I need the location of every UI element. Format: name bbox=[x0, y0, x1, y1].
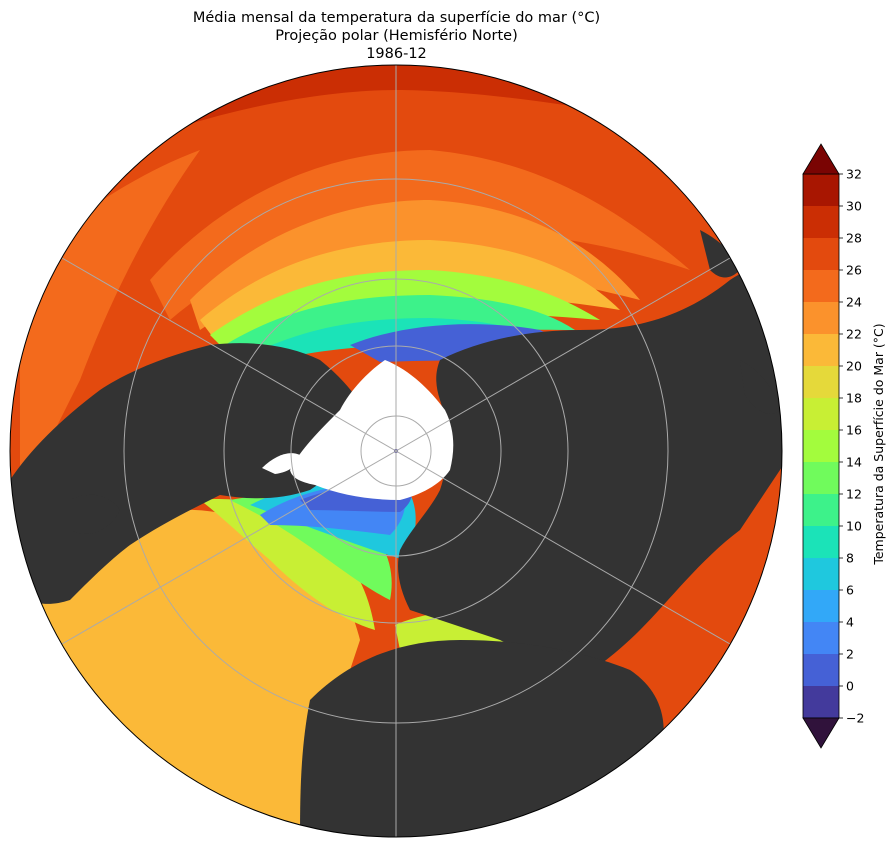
colorbar-band bbox=[803, 526, 839, 558]
map-boundary bbox=[9, 64, 783, 838]
colorbar-band bbox=[803, 558, 839, 590]
colorbar-tick-label: 10 bbox=[846, 519, 862, 534]
colorbar-bands bbox=[802, 173, 840, 719]
colorbar-tick-label: 30 bbox=[846, 199, 862, 214]
colorbar-tick-label: 16 bbox=[846, 423, 862, 438]
colorbar-under-arrow bbox=[802, 717, 840, 749]
colorbar-tick-label: 20 bbox=[846, 359, 862, 374]
colorbar-band bbox=[803, 238, 839, 270]
colorbar-tick-label: 26 bbox=[846, 263, 862, 278]
colorbar-band bbox=[803, 654, 839, 686]
colorbar-tick-label: 0 bbox=[846, 679, 854, 694]
colorbar-tick-label: 24 bbox=[846, 295, 862, 310]
japan-land bbox=[700, 230, 740, 278]
colorbar-band bbox=[803, 622, 839, 654]
colorbar-tick-label: −2 bbox=[846, 711, 864, 726]
colorbar-tick-label: 6 bbox=[846, 583, 854, 598]
colorbar-tick-label: 14 bbox=[846, 455, 862, 470]
north-america-land bbox=[10, 343, 370, 604]
sea-ice-hudson bbox=[262, 453, 300, 474]
colorbar-band bbox=[803, 334, 839, 366]
colorbar-band bbox=[803, 430, 839, 462]
africa-land bbox=[300, 640, 664, 837]
colorbar-over-arrow bbox=[802, 143, 840, 175]
colorbar-tick-label: 8 bbox=[846, 551, 854, 566]
colorbar-band bbox=[803, 366, 839, 398]
colorbar-label: Temperatura da Superfície do Mar (°C) bbox=[871, 323, 886, 565]
colorbar-band bbox=[803, 590, 839, 622]
gridlines bbox=[61, 65, 731, 837]
arctic-sea-ice bbox=[290, 360, 454, 500]
colorbar-tick-label: 12 bbox=[846, 487, 862, 502]
colorbar-tick-label: 18 bbox=[846, 391, 862, 406]
colorbar-tick-label: 28 bbox=[846, 231, 862, 246]
colorbar-band bbox=[803, 270, 839, 302]
colorbar-band bbox=[803, 174, 839, 206]
caribbean-land bbox=[70, 494, 120, 534]
title-line-3: 1986-12 bbox=[366, 46, 427, 62]
colorbar-band bbox=[803, 398, 839, 430]
sst-band-24-26-pacific bbox=[150, 150, 690, 320]
colorbar-band bbox=[803, 206, 839, 238]
meridian-120-300 bbox=[61, 257, 731, 645]
colorbar-band bbox=[803, 302, 839, 334]
colorbar-tick-label: 2 bbox=[846, 647, 854, 662]
figure-title: Média mensal da temperatura da superfíci… bbox=[0, 9, 793, 63]
title-line-1: Média mensal da temperatura da superfíci… bbox=[192, 10, 601, 26]
colorbar-tick-label: 32 bbox=[846, 167, 862, 182]
philippines-land bbox=[740, 360, 780, 415]
colorbar-band bbox=[803, 494, 839, 526]
colorbar-tick-label: 22 bbox=[846, 327, 862, 342]
eurasia-land bbox=[398, 261, 782, 690]
colorbar-tick-label: 4 bbox=[846, 615, 854, 630]
colorbar-band bbox=[803, 686, 839, 718]
colorbar-band bbox=[803, 462, 839, 494]
title-line-2: Projeção polar (Hemisfério Norte) bbox=[275, 28, 518, 44]
